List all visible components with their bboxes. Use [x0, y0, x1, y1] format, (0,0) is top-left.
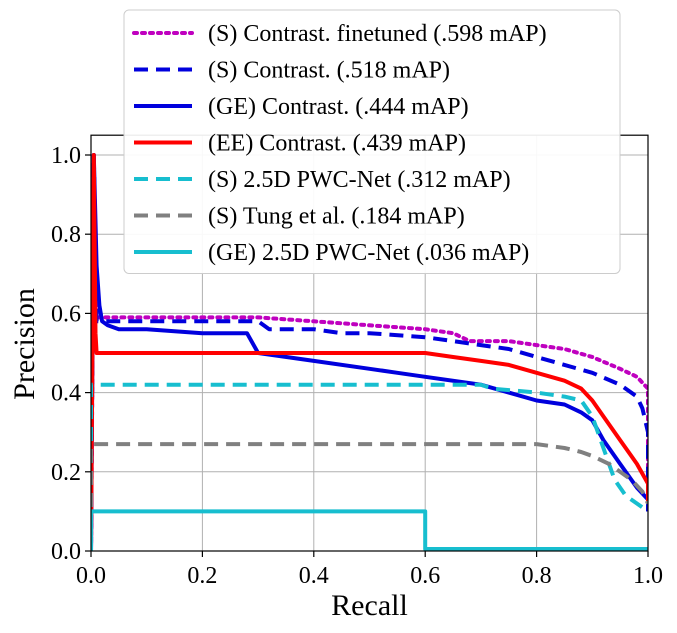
legend-label: (GE) Contrast. (.444 mAP) — [208, 94, 469, 120]
legend: (S) Contrast. finetuned (.598 mAP) (S) Co… — [123, 9, 621, 274]
y-tick-label: 0.0 — [51, 539, 81, 565]
x-tick-label: 0.0 — [76, 563, 106, 589]
legend-label: (S) Contrast. finetuned (.598 mAP) — [208, 21, 547, 47]
legend-label: (EE) Contrast. (.439 mAP) — [208, 131, 466, 157]
legend-label: (S) 2.5D PWC-Net (.312 mAP) — [208, 167, 511, 193]
y-axis-title: Precision — [8, 288, 41, 400]
legend-label: (S) Contrast. (.518 mAP) — [208, 58, 450, 84]
axis-ticks: 0.0 0.2 0.4 0.6 0.8 1.0 0.0 0.2 0.4 0.6 0.8 1.0 — [51, 143, 663, 589]
series-line-3 — [91, 153, 648, 551]
plot-area — [91, 153, 648, 551]
y-tick-label: 1.0 — [51, 143, 81, 169]
x-tick-label: 1.0 — [633, 563, 663, 589]
y-tick-label: 0.4 — [51, 381, 81, 407]
legend-label: (S) Tung et al. (.184 mAP) — [208, 204, 465, 230]
legend-box — [123, 9, 621, 274]
y-tick-label: 0.8 — [51, 222, 81, 248]
series-lines — [91, 153, 648, 551]
x-tick-label: 0.4 — [299, 563, 329, 589]
x-tick-label: 0.2 — [187, 563, 217, 589]
series-line-2 — [91, 153, 648, 551]
series-line-1 — [91, 153, 648, 551]
y-tick-label: 0.2 — [51, 460, 81, 486]
x-axis-title: Recall — [331, 589, 408, 622]
legend-label: (GE) 2.5D PWC-Net (.036 mAP) — [208, 240, 529, 266]
x-tick-label: 0.8 — [522, 563, 552, 589]
series-line-5 — [91, 442, 648, 551]
series-line-4 — [91, 382, 648, 551]
series-line-6 — [91, 509, 648, 551]
series-line-0 — [91, 192, 648, 551]
y-tick-label: 0.6 — [51, 301, 81, 327]
x-tick-label: 0.6 — [410, 563, 440, 589]
